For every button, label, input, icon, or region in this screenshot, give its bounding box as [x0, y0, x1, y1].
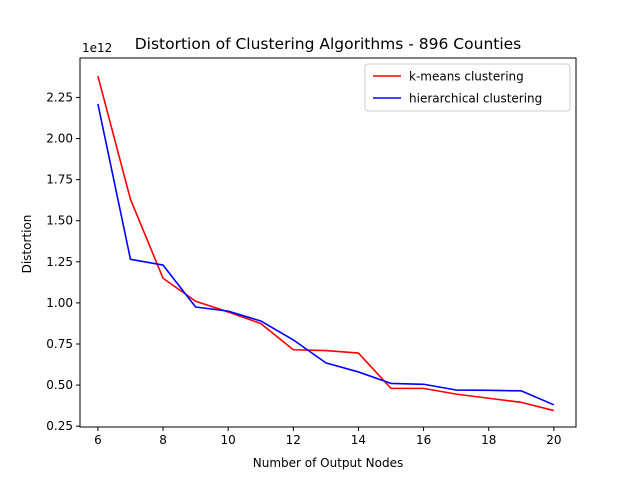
y-tick-label: 2.00 — [46, 132, 73, 146]
y-tick-label: 0.50 — [46, 378, 73, 392]
series-line-kmeans — [97, 75, 555, 412]
x-tick-label: 8 — [159, 433, 167, 447]
legend-label: hierarchical clustering — [409, 92, 542, 106]
y-tick-label: 1.00 — [46, 296, 73, 310]
legend-label: k-means clustering — [409, 70, 524, 84]
series-line-hierarchical — [97, 103, 555, 406]
axes-frame — [79, 57, 577, 428]
x-axis-label: Number of Output Nodes — [253, 456, 403, 470]
x-tick-label: 14 — [351, 433, 366, 447]
y-tick-label: 1.75 — [46, 173, 73, 187]
legend: k-means clustering hierarchical clusterin… — [364, 63, 571, 112]
x-tick-label: 16 — [416, 433, 431, 447]
x-tick-label: 6 — [94, 433, 102, 447]
y-tick-label: 1.25 — [46, 255, 73, 269]
y-tick-label: 2.25 — [46, 90, 73, 104]
x-tick-label: 18 — [481, 433, 496, 447]
y-tick-label: 0.25 — [46, 419, 73, 433]
y-axis-offset-label: 1e12 — [82, 41, 112, 55]
x-tick-label: 20 — [546, 433, 561, 447]
x-tick-label: 12 — [286, 433, 301, 447]
legend-box — [364, 63, 571, 112]
y-axis-label: Distortion — [20, 215, 34, 274]
chart-title: Distortion of Clustering Algorithms - 89… — [135, 35, 522, 53]
y-tick-label: 1.50 — [46, 214, 73, 228]
x-tick-label: 10 — [221, 433, 236, 447]
plot-area: 6 8 10 12 14 16 18 20 0.25 0.50 0.75 1.00 1.25 1.50 1.… — [46, 57, 577, 447]
y-tick-label: 0.75 — [46, 337, 73, 351]
